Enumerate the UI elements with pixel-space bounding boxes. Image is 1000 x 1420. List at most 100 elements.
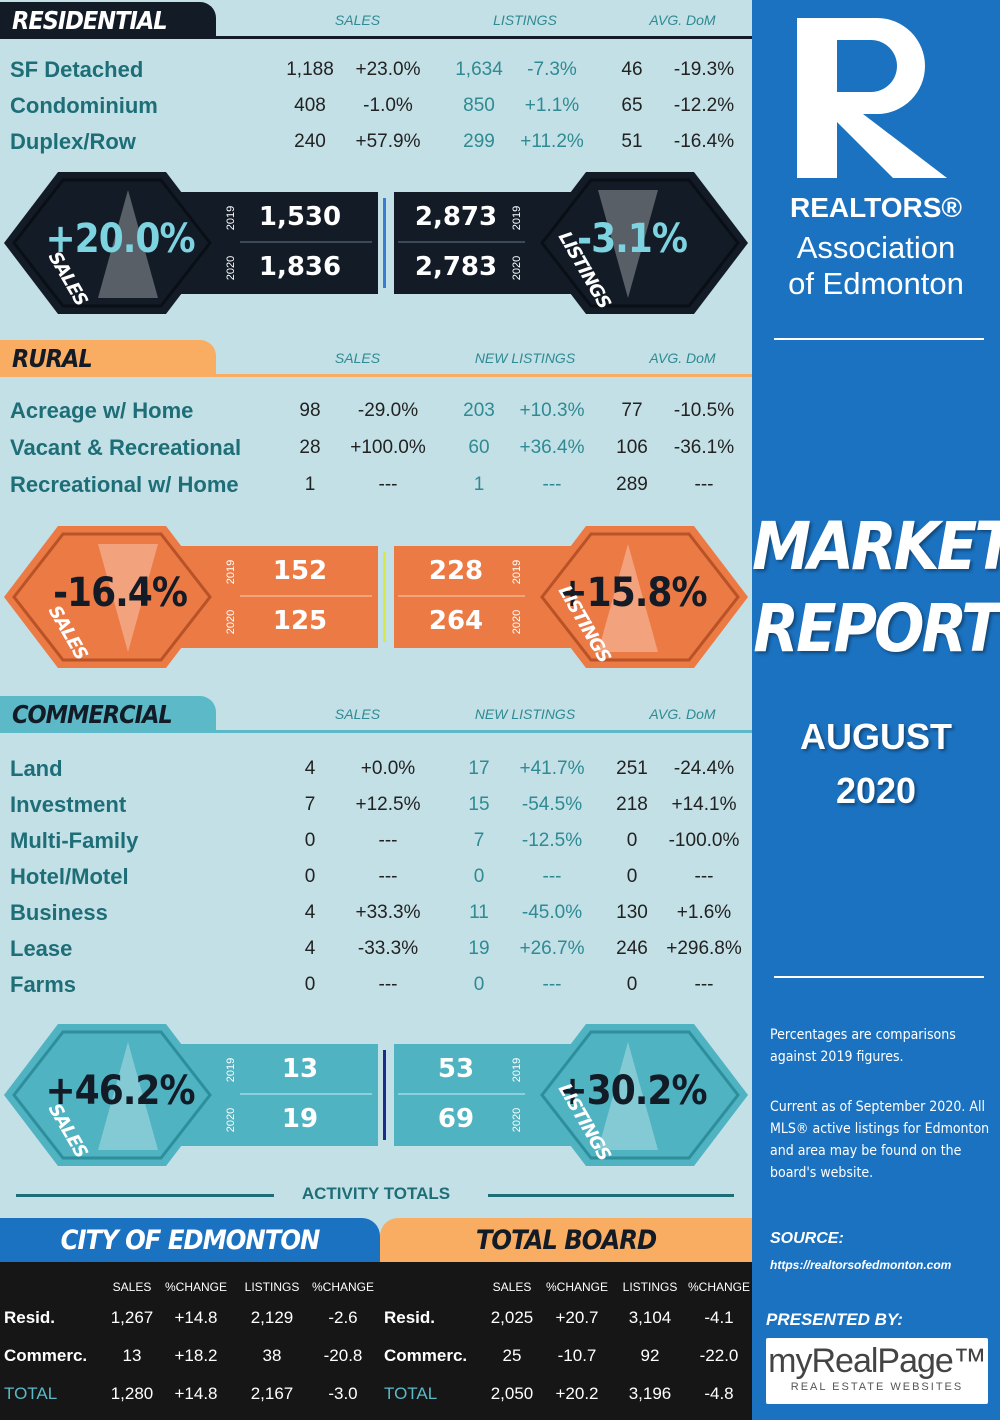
board-row-value: +20.2 — [555, 1384, 599, 1403]
city-row-label: Commerc. — [4, 1346, 88, 1365]
commercial-row-value: 7 — [304, 794, 316, 815]
commercial-row-value: 4 — [304, 902, 316, 923]
city-row-value: -20.8 — [323, 1346, 363, 1365]
rural-row-value: -36.1% — [673, 437, 735, 458]
residential-row-value: +57.9% — [355, 131, 421, 152]
rural-row-label: Recreational w/ Home — [10, 472, 239, 497]
rural-row-value: +36.4% — [519, 437, 585, 458]
rural-rule — [0, 374, 752, 377]
realtor-logo-icon — [797, 18, 947, 178]
rural-row-label: Vacant & Recreational — [10, 435, 242, 460]
city-row-value: +14.8 — [174, 1384, 218, 1403]
residential-col-sales: SALES — [334, 12, 381, 28]
report-year: 2020 — [835, 770, 917, 811]
rural-listings-hexagon — [532, 526, 748, 668]
commercial-row-value: -45.0% — [521, 902, 583, 923]
residential-center-divider — [383, 198, 386, 288]
city-row-label: TOTAL — [4, 1384, 58, 1403]
commercial-row-value: 218 — [616, 794, 648, 815]
residential-rule — [0, 36, 752, 39]
board-row-value: -4.8 — [704, 1384, 734, 1403]
residential-banner: +20.0% -3.1% SALES LISTINGS 1,530 1,836 2,873 2… — [0, 168, 752, 318]
rural-row: Acreage w/ Home 98 -29.0% 203 +10.3% 77 -10.5% — [0, 393, 752, 429]
city-header: LISTINGS — [244, 1280, 300, 1294]
sidebar: REALTORS® Association of Edmonton MARKET… — [752, 0, 1000, 1420]
residential-year-label: 2020 — [511, 255, 523, 281]
residential-row-value: -12.2% — [673, 95, 735, 116]
commercial-row-label: Land — [10, 756, 63, 781]
rural-sales-hexagon — [4, 526, 220, 668]
arrow-down-icon — [598, 190, 658, 298]
rural-listings-percent: +15.8% — [557, 570, 708, 616]
commercial-banner-shapes — [4, 1024, 748, 1166]
residential-row-value: +23.0% — [355, 59, 421, 80]
sidebar-divider-bottom — [774, 976, 984, 978]
activity-totals-header: ACTIVITY TOTALS — [0, 1180, 752, 1210]
residential-title: RESIDENTIAL — [0, 2, 216, 38]
commercial-year-label: 2019 — [511, 1057, 523, 1083]
rural-title: RURAL — [0, 340, 216, 376]
report-body: RESIDENTIAL SALES LISTINGS AVG. DoM SF D… — [0, 0, 752, 1420]
rural-row-value: 289 — [616, 474, 648, 495]
residential-col-listings: LISTINGS — [493, 12, 557, 28]
rural-row-value: 60 — [468, 437, 490, 458]
board-header: SALES — [492, 1280, 532, 1294]
board-row-value: -4.1 — [704, 1308, 734, 1327]
commercial-row-value: --- — [378, 866, 398, 887]
commercial-year-label: 2020 — [511, 1107, 523, 1133]
report-month: AUGUST — [800, 716, 952, 757]
rural-center-divider — [383, 552, 386, 642]
activity-rule-left — [16, 1194, 274, 1197]
residential-row-value: 46 — [621, 59, 643, 80]
commercial-listings-percent: +30.2% — [557, 1068, 708, 1114]
residential-row-value: 240 — [294, 131, 326, 152]
city-header: SALES — [112, 1280, 152, 1294]
rural-value-s19: 152 — [272, 556, 328, 586]
city-row-value: 1,280 — [110, 1384, 154, 1403]
residential-row-value: -19.3% — [673, 59, 735, 80]
commercial-row-value: -100.0% — [668, 830, 740, 851]
residential-row-value: +1.1% — [524, 95, 580, 116]
residential-year-label: 2020 — [225, 255, 237, 281]
commercial-listings-hexagon — [532, 1024, 748, 1166]
commercial-row-value: -33.3% — [357, 938, 419, 959]
commercial-value-l20: 69 — [437, 1104, 475, 1134]
arrow-down-icon — [98, 544, 158, 652]
board-row-value: 3,104 — [628, 1308, 672, 1327]
residential-row-value: 1,188 — [286, 59, 334, 80]
commercial-row: Investment 7 +12.5% 15 -54.5% 218 +14.1% — [0, 787, 752, 823]
currency-note: Current as of September 2020. All MLS® a… — [770, 1099, 990, 1181]
residential-listings-hexagon — [532, 172, 748, 314]
commercial-row-label: Lease — [10, 936, 73, 961]
commercial-row: Farms 0 --- 0 --- 0 --- — [0, 967, 752, 1003]
commercial-row: Business 4 +33.3% 11 -45.0% 130 +1.6% — [0, 895, 752, 931]
arrow-up-icon — [598, 544, 658, 652]
commercial-row-value: +1.6% — [676, 902, 732, 923]
board-totals-title: TOTAL BOARD — [380, 1218, 752, 1262]
rural-banner: -16.4% +15.8% SALES LISTINGS 152 125 228 264 201… — [0, 522, 752, 672]
city-row-value: 38 — [262, 1346, 282, 1365]
myrealpage-logo: myRealPage™ REAL ESTATE WEBSITES — [766, 1338, 988, 1404]
commercial-row-value: 11 — [469, 902, 489, 923]
commercial-row: Lease 4 -33.3% 19 +26.7% 246 +296.8% — [0, 931, 752, 967]
commercial-row-value: -24.4% — [673, 758, 735, 779]
commercial-row-value: 0 — [473, 974, 485, 995]
commercial-title: COMMERCIAL — [0, 696, 216, 732]
city-header: %CHANGE — [311, 1280, 374, 1294]
rural-year-label: 2019 — [511, 559, 523, 585]
rural-value-l20: 264 — [428, 606, 484, 636]
commercial-row-value: +0.0% — [360, 758, 416, 779]
commercial-sales-hexagon — [4, 1024, 220, 1166]
board-row-value: +20.7 — [555, 1308, 599, 1327]
rural-row-value: --- — [694, 474, 714, 495]
rural-col-sales: SALES — [334, 350, 381, 366]
residential-sales-hexagon-outline — [12, 178, 212, 308]
org-name-association: Association — [796, 230, 956, 265]
commercial-year-label: 2020 — [225, 1107, 237, 1133]
city-row-value: -3.0 — [328, 1384, 358, 1403]
city-row-label: Resid. — [4, 1308, 56, 1327]
commercial-row-value: --- — [542, 974, 562, 995]
commercial-row: Multi-Family 0 --- 7 -12.5% 0 -100.0% — [0, 823, 752, 859]
commercial-row-value: 7 — [473, 830, 485, 851]
residential-listings-hexagon-outline — [540, 178, 740, 308]
